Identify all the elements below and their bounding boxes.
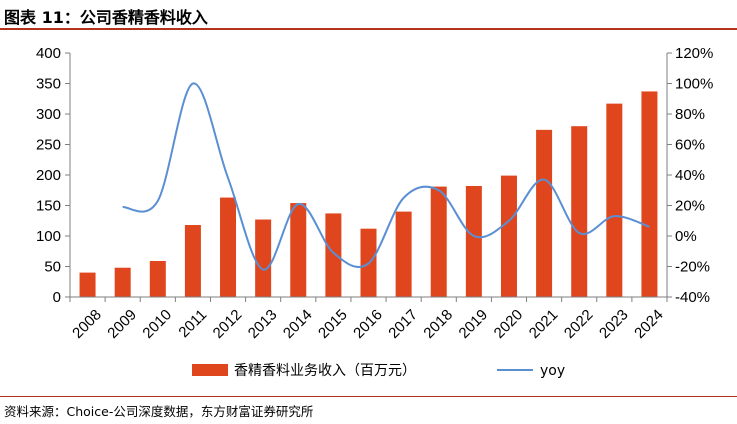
- figure-title: 图表 11：公司香精香料收入: [4, 8, 208, 27]
- source-note: 资料来源：Choice-公司深度数据，东方财富证券研究所: [4, 404, 314, 419]
- x-tick-label: 2010: [139, 306, 175, 342]
- x-tick-label: 2019: [456, 306, 492, 342]
- left-tick-label: 0: [53, 289, 61, 306]
- right-tick-label: 20%: [675, 198, 705, 215]
- x-tick-label: 2014: [280, 306, 316, 342]
- x-tick-label: 2024: [631, 306, 667, 342]
- x-tick-labels: 2008 2009 2010 2011 2012 2013 2014 2015 2016 2017…: [69, 306, 667, 342]
- bar-series: [79, 91, 658, 298]
- left-tick-label: 400: [36, 45, 61, 62]
- bar-2017: [395, 211, 412, 297]
- yoy-line-series: [122, 82, 650, 271]
- x-tick-label: 2009: [104, 306, 140, 342]
- x-tick-label: 2018: [420, 306, 456, 342]
- left-tick-label: 150: [36, 198, 61, 215]
- x-tick-label: 2008: [69, 306, 105, 342]
- x-tick-label: 2015: [315, 306, 351, 342]
- left-tick-label: 50: [44, 259, 61, 276]
- bar-2008: [79, 272, 96, 297]
- x-tick-label: 2021: [526, 306, 562, 342]
- bar-2014: [290, 203, 307, 297]
- x-tick-label: 2011: [175, 306, 210, 341]
- left-tick-label: 250: [36, 137, 61, 154]
- legend-bar-swatch: [192, 364, 228, 376]
- legend: 香精香料业务收入（百万元） yoy: [192, 363, 565, 379]
- x-tick-label: 2022: [561, 306, 597, 342]
- bar-2009: [114, 267, 131, 297]
- right-tick-label: 100%: [675, 76, 713, 93]
- bar-2018: [430, 186, 447, 297]
- right-tick-label: 60%: [675, 137, 705, 154]
- right-tick-labels: -40% -20% 0% 20% 40% 60% 80% 100% 120%: [675, 45, 713, 306]
- right-tick-label: -40%: [675, 289, 710, 306]
- x-tick-label: 2016: [350, 306, 386, 342]
- bar-2022: [571, 126, 588, 297]
- left-tick-label: 300: [36, 106, 61, 123]
- bar-2011: [184, 225, 201, 297]
- axes: [65, 52, 672, 302]
- left-tick-label: 350: [36, 76, 61, 93]
- bar-2013: [255, 219, 272, 297]
- right-tick-label: 40%: [675, 167, 705, 184]
- x-tick-label: 2012: [210, 306, 246, 342]
- bar-2021: [536, 129, 553, 297]
- right-tick-label: 80%: [675, 106, 705, 123]
- left-tick-label: 200: [36, 167, 61, 184]
- legend-bar-label: 香精香料业务收入（百万元）: [234, 363, 416, 379]
- right-tick-label: 0%: [675, 228, 697, 245]
- bar-2023: [606, 103, 623, 297]
- legend-line-label: yoy: [540, 363, 565, 379]
- bar-2010: [149, 261, 166, 297]
- bar-2015: [325, 213, 342, 297]
- x-tick-label: 2017: [385, 306, 421, 342]
- x-tick-label: 2020: [491, 306, 527, 342]
- title-rule: [0, 28, 737, 30]
- bar-2019: [465, 185, 482, 297]
- x-tick-label: 2023: [596, 306, 632, 342]
- bar-2024: [641, 91, 658, 298]
- bar-2020: [500, 175, 517, 297]
- left-tick-labels: 0 50 100 150 200 250 300 350 400: [36, 45, 61, 306]
- yoy-line: [122, 82, 650, 271]
- right-tick-label: 120%: [675, 45, 713, 62]
- bar-2012: [220, 197, 237, 297]
- source-rule: [0, 396, 737, 397]
- x-tick-label: 2013: [245, 306, 281, 342]
- right-tick-label: -20%: [675, 259, 710, 276]
- left-tick-label: 100: [36, 228, 61, 245]
